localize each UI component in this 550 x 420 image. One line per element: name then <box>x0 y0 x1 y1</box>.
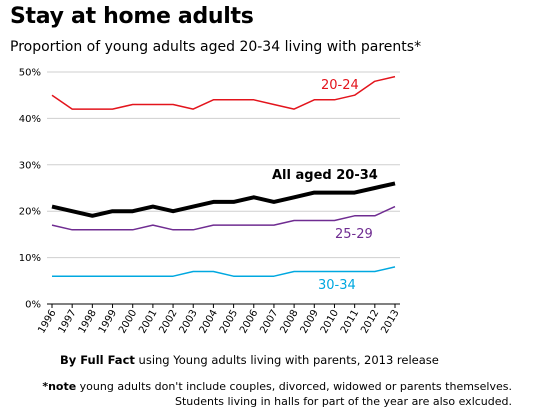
x-tick-label: 2005 <box>218 308 240 336</box>
series-label: All aged 20-34 <box>272 168 378 183</box>
x-tick-label: 2002 <box>157 308 179 336</box>
x-tick-label: 2004 <box>198 308 220 336</box>
series-line-25-29 <box>51 205 396 231</box>
series-label: 20-24 <box>321 78 359 93</box>
x-tick-label: 1998 <box>77 308 99 336</box>
footnote-text: young adults don't include couples, divo… <box>76 380 512 408</box>
x-tick-label: 2009 <box>299 308 321 336</box>
series-line-30-34 <box>52 266 396 277</box>
y-tick-label: 40% <box>19 114 41 125</box>
series-line-all-aged-20-34 <box>51 181 396 218</box>
x-tick-label: 1999 <box>97 308 119 336</box>
y-tick-label: 30% <box>19 160 41 171</box>
x-tick-label: 2010 <box>319 308 341 336</box>
y-tick-label: 0% <box>25 300 41 311</box>
chart-subtitle: Proportion of young adults aged 20-34 li… <box>10 39 422 55</box>
footnote: *note young adults don't include couples… <box>12 379 512 409</box>
series-label: 30-34 <box>318 278 356 293</box>
source-credit-text: using Young adults living with parents, … <box>134 353 439 367</box>
x-tick-label: 2011 <box>339 308 361 336</box>
x-tick-label: 2013 <box>379 308 401 336</box>
y-tick-label: 20% <box>19 207 41 218</box>
chart-title: Stay at home adults <box>10 4 254 29</box>
line-chart: 0%10%20%30%40%50% 1996199719981999200020… <box>19 68 402 336</box>
footnote-bold: *note <box>42 380 77 393</box>
x-tick-label: 2003 <box>178 308 200 336</box>
series-line-20-24 <box>51 75 396 110</box>
source-credit: By Full Fact using Young adults living w… <box>60 353 439 367</box>
x-tick-label: 2000 <box>117 308 139 336</box>
x-tick-label: 2007 <box>258 308 280 336</box>
x-tick-label: 2012 <box>359 308 381 336</box>
series-label: 25-29 <box>335 227 373 242</box>
x-tick-label: 2008 <box>278 308 300 336</box>
source-credit-bold: By Full Fact <box>60 353 135 367</box>
y-tick-label: 50% <box>19 68 41 79</box>
x-tick-label: 1997 <box>57 308 79 336</box>
y-tick-label: 10% <box>19 253 41 264</box>
x-tick-label: 2006 <box>238 308 260 336</box>
x-tick-label: 1996 <box>36 308 58 336</box>
x-tick-label: 2001 <box>137 308 159 336</box>
